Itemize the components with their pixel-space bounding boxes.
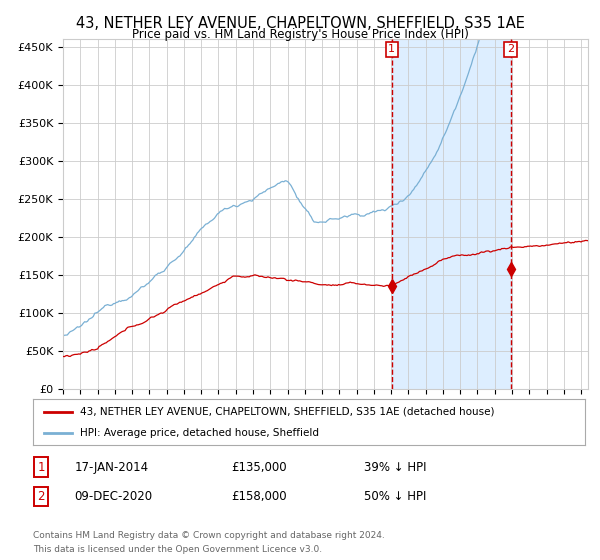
Text: £158,000: £158,000 [232, 490, 287, 503]
Text: HPI: Average price, detached house, Sheffield: HPI: Average price, detached house, Shef… [80, 428, 319, 438]
Text: 09-DEC-2020: 09-DEC-2020 [74, 490, 152, 503]
Text: 50% ↓ HPI: 50% ↓ HPI [364, 490, 427, 503]
Text: 2: 2 [507, 44, 514, 54]
Text: 1: 1 [388, 44, 395, 54]
Text: 43, NETHER LEY AVENUE, CHAPELTOWN, SHEFFIELD, S35 1AE: 43, NETHER LEY AVENUE, CHAPELTOWN, SHEFF… [76, 16, 524, 31]
Text: 43, NETHER LEY AVENUE, CHAPELTOWN, SHEFFIELD, S35 1AE (detached house): 43, NETHER LEY AVENUE, CHAPELTOWN, SHEFF… [80, 407, 494, 417]
Text: This data is licensed under the Open Government Licence v3.0.: This data is licensed under the Open Gov… [33, 545, 322, 554]
Bar [392, 39, 511, 389]
Text: £135,000: £135,000 [232, 461, 287, 474]
Text: 39% ↓ HPI: 39% ↓ HPI [364, 461, 427, 474]
Text: 17-JAN-2014: 17-JAN-2014 [74, 461, 149, 474]
Text: Price paid vs. HM Land Registry's House Price Index (HPI): Price paid vs. HM Land Registry's House … [131, 28, 469, 41]
Text: Contains HM Land Registry data © Crown copyright and database right 2024.: Contains HM Land Registry data © Crown c… [33, 531, 385, 540]
Text: 1: 1 [38, 461, 45, 474]
Text: 2: 2 [38, 490, 45, 503]
